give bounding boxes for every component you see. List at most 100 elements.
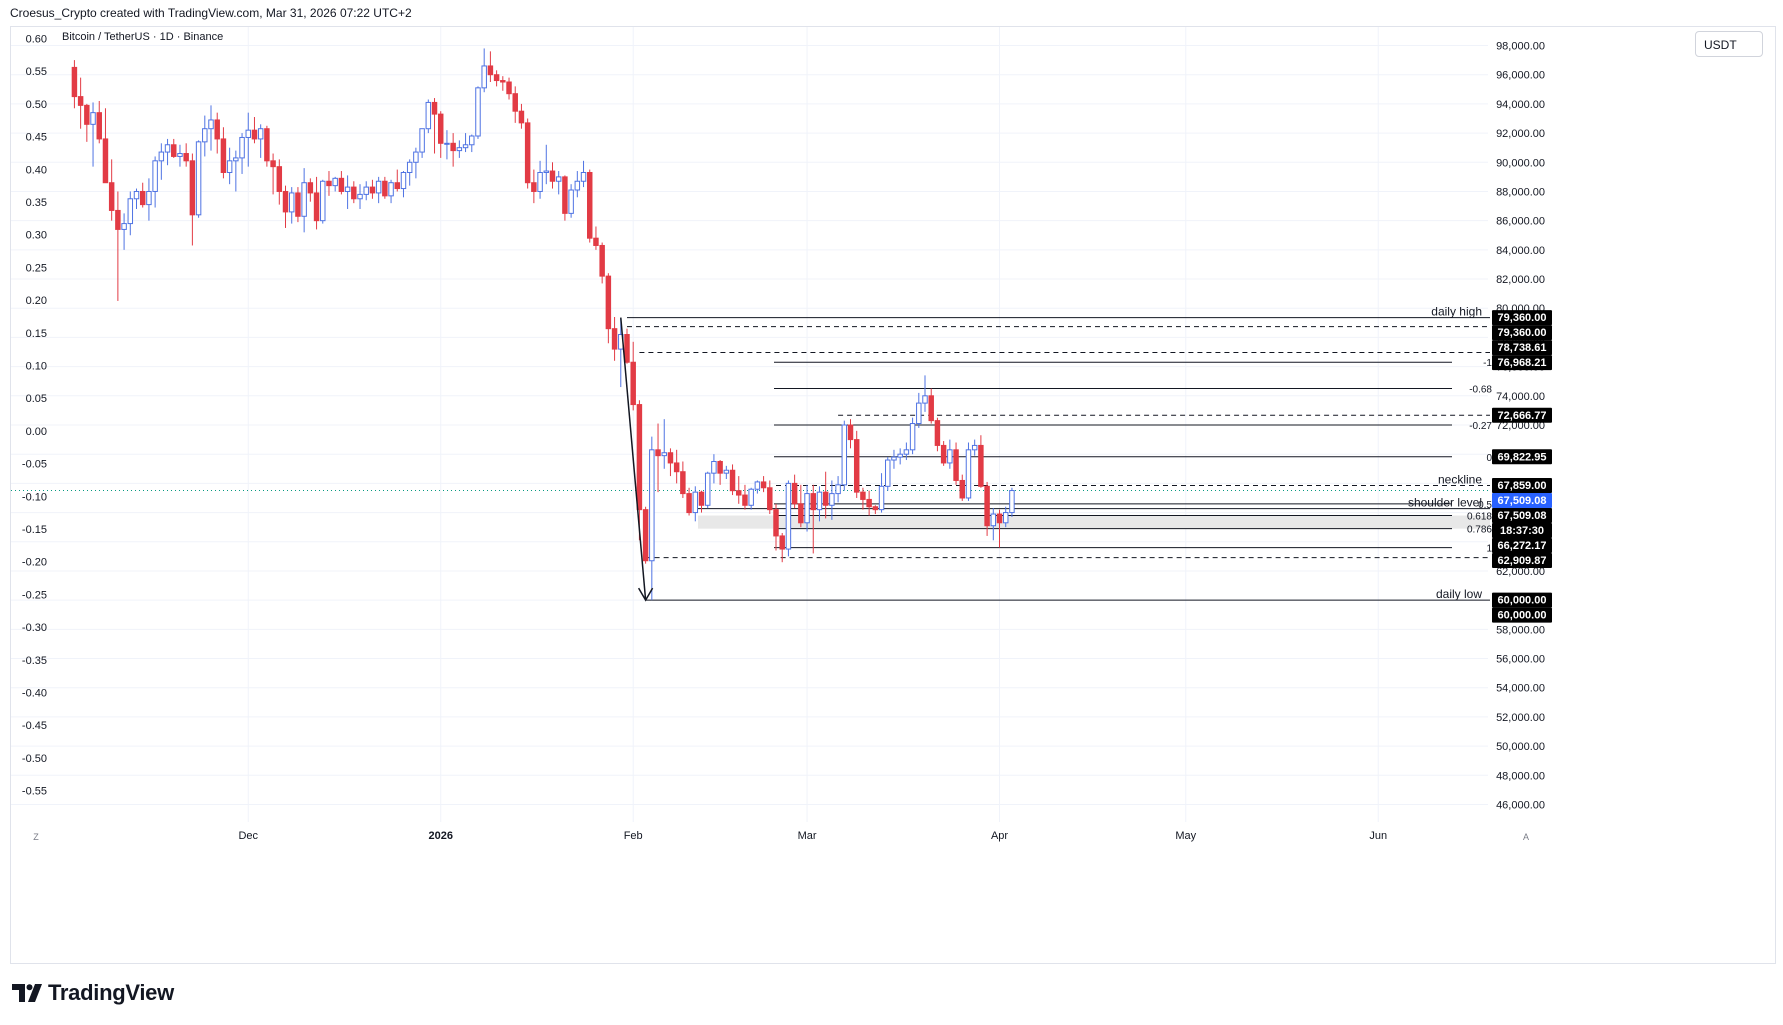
candle-body (785, 482, 792, 550)
candle-body (760, 481, 767, 489)
candle-body (692, 491, 699, 514)
price-axis-label: 92,000.00 (1496, 128, 1545, 140)
candle-body (171, 144, 177, 157)
tradingview-logo: TradingView (12, 980, 174, 1006)
candle-body (599, 244, 605, 277)
candle-body (928, 395, 934, 422)
candle-body (518, 110, 525, 124)
price-axis-label: 90,000.00 (1496, 157, 1545, 169)
candle-body (878, 485, 885, 511)
left-axis-label: -0.40 (22, 688, 47, 700)
candle-body (667, 452, 674, 464)
candle-body (313, 192, 320, 222)
candle-body (295, 192, 301, 217)
candle-body (146, 190, 152, 206)
candle-body (475, 87, 481, 137)
price-axis-label: 94,000.00 (1496, 99, 1545, 111)
candle-body (717, 460, 723, 474)
left-axis-label: -0.25 (22, 589, 47, 601)
trend-arrow-line (620, 317, 647, 601)
price-axis-badge (1492, 537, 1552, 553)
candle-body (139, 190, 146, 206)
tradingview-wordmark: TradingView (48, 980, 174, 1005)
candle-body (245, 129, 251, 138)
candle-body (605, 275, 612, 330)
time-axis-label: Feb (624, 830, 643, 842)
auto-scale-button: A (1523, 832, 1529, 842)
time-axis-label: Mar (798, 830, 817, 842)
price-axis-badge-text: 67,509.08 (1498, 510, 1547, 522)
candle-body (375, 180, 382, 194)
left-axis-label: 0.00 (26, 426, 47, 438)
level-label: shoulder level (1408, 496, 1482, 510)
candle-body (698, 491, 705, 506)
left-axis-label: 0.50 (26, 99, 47, 111)
candle-body (729, 469, 736, 492)
candle-body (344, 186, 351, 192)
time-axis-label: 2026 (428, 830, 452, 842)
left-axis-label: -0.10 (22, 491, 47, 503)
candle-body (226, 160, 233, 173)
candle-body (369, 186, 376, 194)
candle-body (655, 449, 661, 457)
candle-body (791, 482, 798, 505)
candle-body (282, 190, 289, 213)
candle-body (1009, 490, 1015, 514)
candle-body (940, 444, 947, 464)
price-axis-label: 56,000.00 (1496, 654, 1545, 666)
price-axis-label: 88,000.00 (1496, 186, 1545, 198)
candle-body (121, 223, 127, 230)
price-axis-badge (1492, 607, 1552, 623)
candle-body (158, 151, 165, 162)
candle-body (437, 113, 444, 144)
fib-level-label: 0.618 (1467, 511, 1492, 522)
candle-body (469, 135, 475, 146)
candle-body (661, 452, 667, 457)
left-axis-label: -0.15 (22, 524, 47, 536)
candle-body (102, 138, 109, 184)
candle-body (704, 472, 711, 506)
candle-body (326, 180, 332, 187)
candle-body (574, 180, 581, 191)
price-axis-label: 74,000.00 (1496, 391, 1545, 403)
candle-body (108, 182, 115, 211)
candle-body (736, 490, 742, 496)
price-axis-label: 46,000.00 (1496, 799, 1545, 811)
candle-body (189, 160, 196, 216)
left-axis-label: -0.50 (22, 753, 47, 765)
candle-body (630, 361, 636, 406)
candle-body (909, 423, 916, 451)
price-axis-badge-text: 60,000.00 (1498, 595, 1547, 607)
left-axis-label: 0.05 (26, 393, 47, 405)
chart-canvas[interactable]: 46,000.00 48,000.00 50,000.00 52,000.00 54,0… (0, 0, 1783, 965)
candle-body (257, 128, 264, 140)
time-axis-label: Dec (238, 830, 258, 842)
candle-body (673, 462, 680, 473)
candle-body (220, 138, 227, 173)
candle-body (543, 170, 550, 173)
candle-body (978, 444, 984, 487)
candle-body (587, 171, 593, 239)
price-axis-badge (1492, 325, 1552, 341)
candle-body (363, 186, 369, 195)
candle-body (984, 485, 990, 527)
time-axis-label: Apr (991, 830, 1008, 842)
left-axis-label: 0.20 (26, 295, 47, 307)
candle-body (90, 112, 96, 125)
price-axis-badge (1492, 310, 1552, 326)
fib-level-label: -0.68 (1469, 385, 1492, 396)
candle-body (624, 334, 630, 363)
candle-body (431, 101, 438, 115)
left-axis-label: 0.30 (26, 230, 47, 242)
candle-body (195, 141, 202, 216)
price-axis-badge (1492, 552, 1552, 568)
candle-body (649, 449, 655, 562)
fib-golden-zone (698, 515, 1490, 529)
currency-selector[interactable]: USDT (1695, 31, 1763, 57)
candle-body (115, 209, 121, 230)
price-axis-label: 52,000.00 (1496, 712, 1545, 724)
candle-body (183, 153, 189, 162)
candle-body (934, 420, 941, 446)
left-axis-label: 0.10 (26, 361, 47, 373)
candle-body (798, 503, 804, 524)
